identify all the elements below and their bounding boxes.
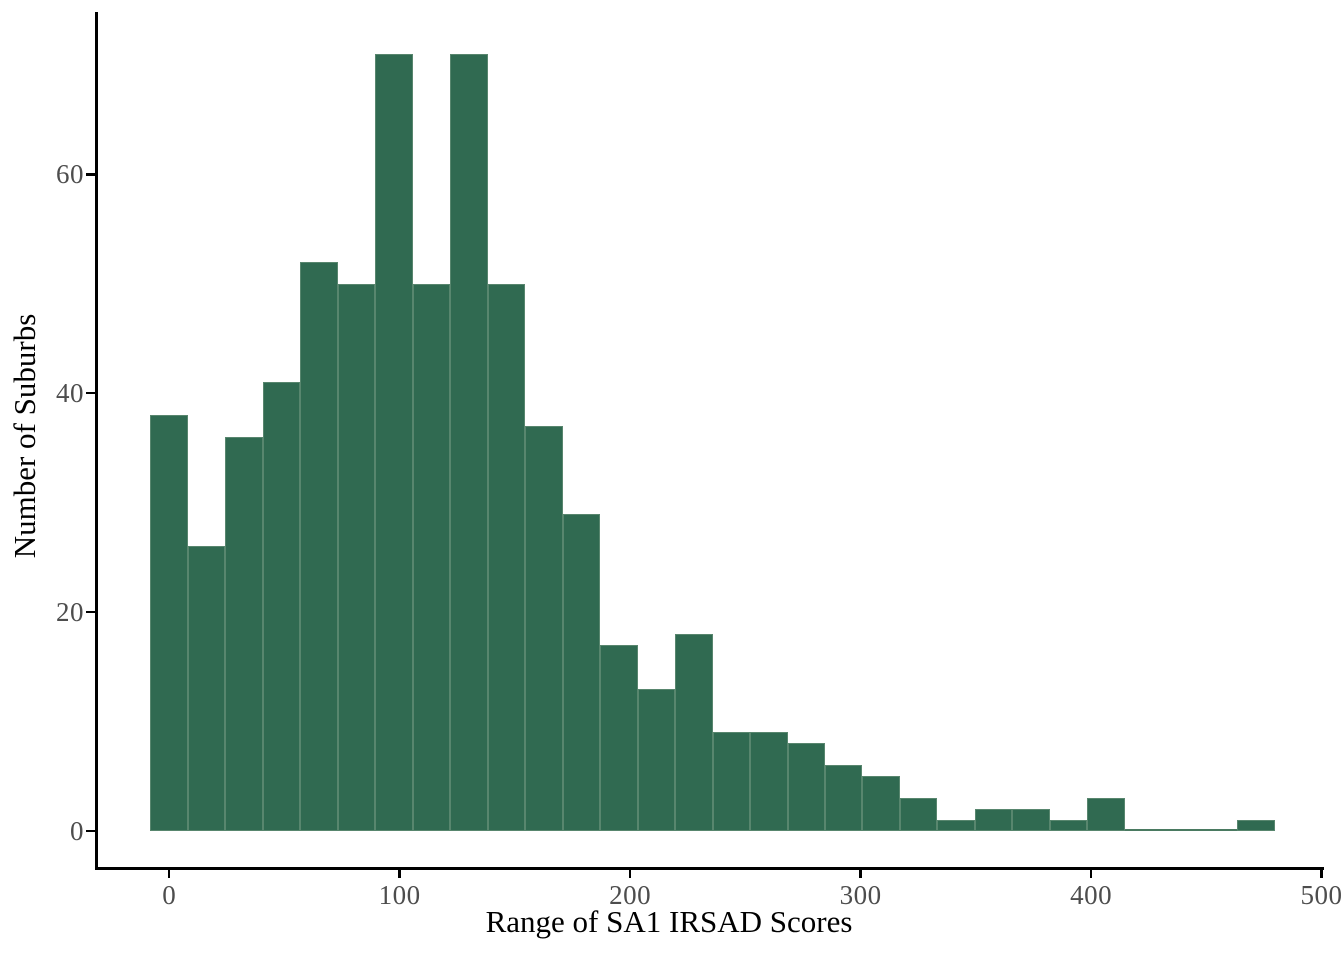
histogram-bar (712, 732, 751, 831)
histogram-bar (450, 53, 488, 831)
x-axis-tick-label: 500 (1300, 880, 1343, 910)
histogram-bar (825, 765, 863, 831)
x-axis-tick-label: 0 (162, 880, 177, 910)
zero-bin-baseline (1162, 829, 1200, 831)
y-axis-tick (86, 829, 95, 833)
x-axis-tick-label: 100 (378, 880, 421, 910)
histogram-bar (187, 546, 226, 831)
histogram-bar (600, 644, 638, 831)
x-axis-tick (628, 869, 632, 878)
histogram-bar (787, 743, 825, 831)
x-axis-tick (1320, 869, 1323, 878)
histogram-bar (487, 283, 526, 831)
x-axis-tick (859, 869, 862, 878)
histogram-bar (637, 688, 676, 831)
y-axis-tick (86, 391, 95, 395)
x-axis-tick-label: 200 (609, 880, 652, 910)
zero-bin-baseline (1124, 829, 1163, 831)
histogram-bar (1012, 809, 1050, 831)
histogram-bar (300, 261, 338, 831)
histogram-bar (150, 415, 188, 831)
y-axis-tick (86, 610, 95, 614)
y-axis-tick-label: 20 (56, 597, 84, 628)
zero-bin-baseline (1199, 829, 1238, 831)
histogram-bar (337, 283, 376, 831)
y-axis-tick (86, 173, 95, 176)
histogram-bar (675, 633, 713, 831)
x-axis-tick (1089, 869, 1093, 878)
histogram-bar (225, 436, 263, 831)
histogram-bar (262, 382, 301, 831)
x-axis-tick-label: 400 (1070, 880, 1113, 910)
y-axis-tick-label: 60 (56, 159, 84, 190)
x-axis-tick (398, 869, 401, 878)
x-axis-tick-label: 300 (839, 880, 882, 910)
histogram-bar (1237, 820, 1275, 831)
histogram-bar (1049, 820, 1088, 831)
histogram-bar (1087, 798, 1125, 831)
histogram-bar (862, 776, 900, 831)
y-axis-line (95, 12, 98, 869)
histogram-bar (974, 809, 1013, 831)
histogram-bar (899, 798, 938, 831)
x-axis-tick (167, 869, 171, 878)
histogram-bar (562, 513, 601, 831)
y-axis-tick-label: 40 (56, 378, 84, 409)
x-axis-line (95, 867, 1324, 870)
histogram-bar (375, 53, 413, 831)
histogram-bar (750, 732, 788, 831)
histogram-bar (412, 283, 451, 831)
histogram-bar (937, 820, 975, 831)
x-axis-title: Range of SA1 IRSAD Scores (485, 904, 853, 939)
y-axis-tick-label: 0 (70, 816, 84, 846)
histogram-bar (525, 426, 563, 831)
y-axis-title: Number of Suburbs (7, 313, 42, 559)
